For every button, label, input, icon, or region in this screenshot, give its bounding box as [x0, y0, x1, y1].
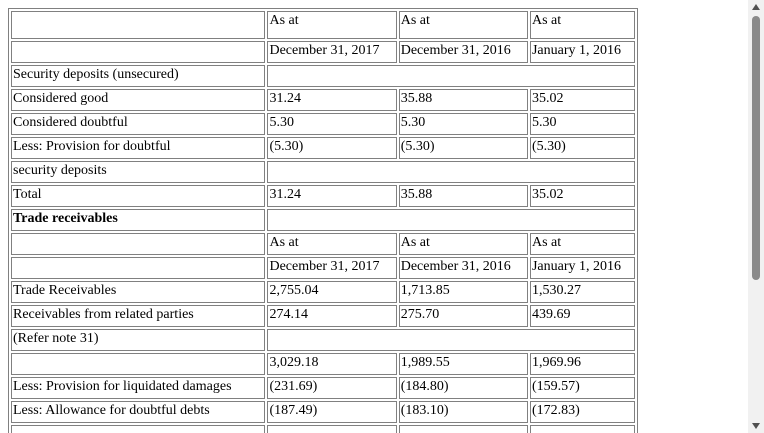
table-cell [11, 425, 266, 433]
table-cell: 35.88 [398, 89, 528, 111]
table-row: December 31, 2017 December 31, 2016 Januar… [11, 41, 635, 63]
vertical-scrollbar[interactable] [748, 0, 764, 433]
table-row: 3,029.18 1,989.55 1,969.96 [11, 353, 635, 375]
table-cell: 275.70 [398, 305, 528, 327]
table-row: Trade Receivables 2,755.04 1,713.85 1,530.2… [11, 281, 635, 303]
table-row [11, 425, 635, 433]
table-row: Considered doubtful 5.30 5.30 5.30 [11, 113, 635, 135]
table-cell: 5.30 [529, 113, 635, 135]
table-row: December 31, 2017 December 31, 2016 Januar… [11, 257, 635, 279]
table-cell: As at [267, 233, 397, 255]
scrollbar-thumb[interactable] [752, 16, 760, 280]
table-cell: security deposits [11, 161, 266, 183]
table-cell: December 31, 2017 [267, 41, 397, 63]
table-cell: 31.24 [267, 89, 397, 111]
table-row: Less: Allowance for doubtful debts (187.4… [11, 401, 635, 423]
table-row: As at As at As at [11, 233, 635, 255]
table-cell: (187.49) [267, 401, 397, 423]
table-cell: 1,969.96 [529, 353, 635, 375]
table-cell: 1,989.55 [398, 353, 528, 375]
table-cell: 274.14 [267, 305, 397, 327]
table-cell: 35.02 [529, 185, 635, 207]
scroll-up-arrow-icon[interactable] [748, 0, 764, 14]
table-cell [398, 425, 528, 433]
table-cell: As at [529, 233, 635, 255]
table-cell: 5.30 [398, 113, 528, 135]
table-cell: December 31, 2016 [398, 257, 528, 279]
table-cell: Trade receivables [11, 209, 266, 231]
scroll-down-arrow-icon[interactable] [748, 419, 764, 433]
table-cell [11, 353, 266, 375]
table-cell [11, 11, 266, 39]
table-row: Less: Provision for liquidated damages (2… [11, 377, 635, 399]
table-cell [11, 41, 266, 63]
table-cell: (183.10) [398, 401, 528, 423]
table-row: Considered good 31.24 35.88 35.02 [11, 89, 635, 111]
table-cell: Less: Provision for liquidated damages [11, 377, 266, 399]
table-cell: As at [398, 233, 528, 255]
table-cell: January 1, 2016 [529, 41, 635, 63]
table-cell [267, 65, 635, 87]
table-row: Security deposits (unsecured) [11, 65, 635, 87]
table-cell [529, 425, 635, 433]
table-cell: (184.80) [398, 377, 528, 399]
table-row: Less: Provision for doubtful (5.30) (5.30)… [11, 137, 635, 159]
table-cell: 31.24 [267, 185, 397, 207]
table-cell: 35.88 [398, 185, 528, 207]
table-cell: (159.57) [529, 377, 635, 399]
table-cell: (5.30) [267, 137, 397, 159]
table-row: As at As at As at [11, 11, 635, 39]
table-cell: (5.30) [398, 137, 528, 159]
table-cell [267, 161, 635, 183]
table-cell [11, 233, 266, 255]
financial-table: As at As at As at December 31, 2017 December… [8, 8, 638, 433]
table-row: Receivables from related parties 274.14 27… [11, 305, 635, 327]
table-cell: (Refer note 31) [11, 329, 266, 351]
table-cell: December 31, 2016 [398, 41, 528, 63]
table-cell: Total [11, 185, 266, 207]
table-cell [267, 425, 397, 433]
table-cell: Considered good [11, 89, 266, 111]
table-cell: Considered doubtful [11, 113, 266, 135]
table-cell: As at [529, 11, 635, 39]
table-cell: December 31, 2017 [267, 257, 397, 279]
table-cell: January 1, 2016 [529, 257, 635, 279]
table-cell [11, 257, 266, 279]
table-cell: 35.02 [529, 89, 635, 111]
table-cell [267, 329, 635, 351]
table-cell: Security deposits (unsecured) [11, 65, 266, 87]
table-cell: 2,755.04 [267, 281, 397, 303]
table-cell: (5.30) [529, 137, 635, 159]
document-viewport: As at As at As at December 31, 2017 December… [8, 8, 638, 433]
table-cell: 1,713.85 [398, 281, 528, 303]
table-cell: As at [398, 11, 528, 39]
table-cell: 1,530.27 [529, 281, 635, 303]
table-cell: 5.30 [267, 113, 397, 135]
table-cell: Receivables from related parties [11, 305, 266, 327]
table-row: Trade receivables [11, 209, 635, 231]
table-row: Total 31.24 35.88 35.02 [11, 185, 635, 207]
financial-table-body: As at As at As at December 31, 2017 December… [11, 11, 635, 433]
table-cell: As at [267, 11, 397, 39]
table-cell: 3,029.18 [267, 353, 397, 375]
table-cell: (231.69) [267, 377, 397, 399]
table-cell: Less: Allowance for doubtful debts [11, 401, 266, 423]
table-row: (Refer note 31) [11, 329, 635, 351]
table-cell: 439.69 [529, 305, 635, 327]
table-cell: (172.83) [529, 401, 635, 423]
table-cell: Less: Provision for doubtful [11, 137, 266, 159]
table-cell: Trade Receivables [11, 281, 266, 303]
table-cell [267, 209, 635, 231]
table-row: security deposits [11, 161, 635, 183]
